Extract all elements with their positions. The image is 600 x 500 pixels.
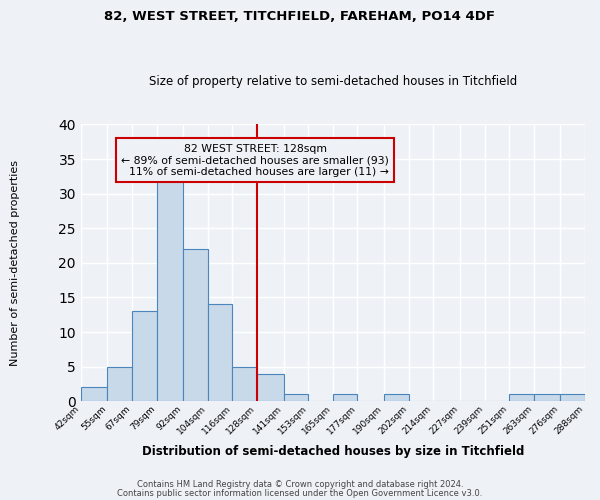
Bar [183, 249, 208, 402]
Y-axis label: Number of semi-detached properties: Number of semi-detached properties [10, 160, 20, 366]
Bar [81, 388, 107, 402]
Bar [534, 394, 560, 402]
Bar [333, 394, 358, 402]
Bar [132, 312, 157, 402]
Text: 82, WEST STREET, TITCHFIELD, FAREHAM, PO14 4DF: 82, WEST STREET, TITCHFIELD, FAREHAM, PO… [104, 10, 496, 23]
Bar [560, 394, 585, 402]
Bar [208, 304, 232, 402]
Text: Contains public sector information licensed under the Open Government Licence v3: Contains public sector information licen… [118, 489, 482, 498]
Title: Size of property relative to semi-detached houses in Titchfield: Size of property relative to semi-detach… [149, 76, 517, 88]
Bar [257, 374, 284, 402]
Bar [107, 366, 132, 402]
Text: Contains HM Land Registry data © Crown copyright and database right 2024.: Contains HM Land Registry data © Crown c… [137, 480, 463, 489]
X-axis label: Distribution of semi-detached houses by size in Titchfield: Distribution of semi-detached houses by … [142, 444, 524, 458]
Text: 82 WEST STREET: 128sqm
← 89% of semi-detached houses are smaller (93)
  11% of s: 82 WEST STREET: 128sqm ← 89% of semi-det… [121, 144, 389, 177]
Bar [157, 173, 183, 402]
Bar [284, 394, 308, 402]
Bar [232, 366, 257, 402]
Bar [384, 394, 409, 402]
Bar [509, 394, 534, 402]
